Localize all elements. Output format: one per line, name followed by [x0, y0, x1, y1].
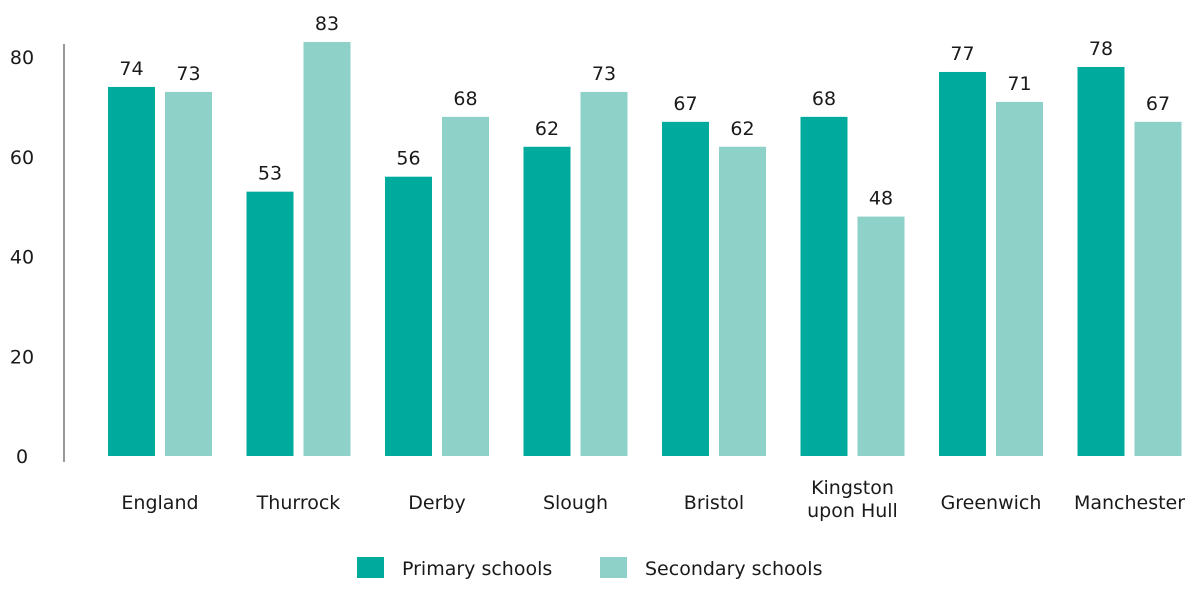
data-label: 83	[315, 13, 339, 35]
data-label: 68	[453, 88, 477, 110]
legend-swatch-secondary	[600, 557, 627, 578]
bar-primary	[523, 146, 571, 456]
bar-primary	[800, 116, 848, 456]
bar-secondary	[303, 42, 351, 456]
data-label: 77	[950, 43, 974, 65]
data-label: 73	[176, 63, 200, 85]
bar-primary	[1077, 66, 1125, 456]
x-tick-label: Bristol	[684, 492, 744, 514]
y-tick-label: 60	[10, 147, 34, 169]
data-label: 53	[258, 163, 282, 185]
data-label: 74	[119, 58, 143, 80]
data-label: 62	[730, 118, 754, 140]
x-tick-label: Greenwich	[941, 492, 1042, 514]
data-label: 62	[535, 118, 559, 140]
legend-label: Primary schools	[402, 558, 552, 580]
bar-secondary	[857, 216, 905, 456]
x-tick-label: Thurrock	[256, 492, 341, 514]
y-tick-label: 20	[10, 346, 34, 368]
bar-primary	[246, 191, 294, 456]
x-tick-label: Manchester	[1074, 492, 1185, 514]
bar-secondary	[580, 91, 628, 456]
bar-secondary	[996, 101, 1043, 456]
y-tick-label: 40	[10, 247, 34, 269]
data-label: 56	[396, 148, 420, 170]
y-tick-label: 0	[16, 446, 28, 468]
legend-label: Secondary schools	[645, 558, 822, 580]
x-tick-label: England	[121, 492, 198, 514]
x-tick-label: Kingston upon Hull	[807, 477, 898, 522]
data-label: 67	[1146, 93, 1170, 115]
bar-primary	[385, 176, 432, 456]
data-label: 48	[869, 188, 893, 210]
data-label: 71	[1007, 73, 1031, 95]
data-label: 67	[673, 93, 697, 115]
bar-secondary	[719, 146, 766, 456]
data-label: 68	[812, 88, 836, 110]
bar-primary	[662, 121, 709, 457]
bar-secondary	[442, 116, 489, 456]
legend-swatch-primary	[357, 557, 384, 578]
bar-primary	[939, 71, 986, 457]
bar-secondary	[1134, 121, 1182, 457]
data-label: 73	[592, 63, 616, 85]
bar-secondary	[165, 91, 212, 456]
y-tick-label: 80	[10, 47, 34, 69]
x-tick-label: Slough	[543, 492, 608, 514]
data-label: 78	[1089, 38, 1113, 60]
x-tick-label: Derby	[408, 492, 465, 514]
bar-primary	[108, 86, 155, 457]
